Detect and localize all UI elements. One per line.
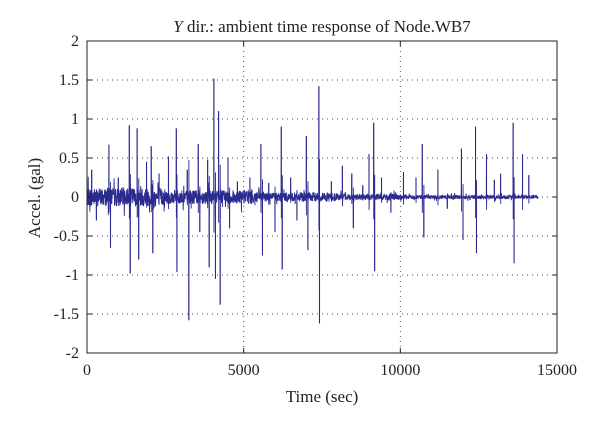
plot-area [86, 78, 539, 324]
y-tick-label: -2 [66, 345, 79, 362]
y-axis-label: Accel. (gal) [25, 158, 44, 238]
axis-ticks: 0 5000 10000 15000 -2 -1.5 -1 -0.5 0 0.5 1 1.5 2 [54, 33, 577, 379]
y-tick-label: 0.5 [59, 150, 79, 167]
y-tick-label: 1 [71, 111, 79, 128]
y-tick-label: -1 [66, 267, 79, 284]
x-axis-label: Time (sec) [286, 387, 359, 406]
chart-title: Y dir.: ambient time response of Node.WB… [173, 17, 471, 36]
chart-title-rest: dir.: ambient time response of Node.WB7 [183, 17, 471, 36]
y-tick-label: 2 [71, 33, 79, 50]
signal-trace [86, 78, 539, 324]
y-tick-label: 0 [71, 189, 79, 206]
x-tick-label: 0 [83, 362, 91, 379]
x-tick-label: 5000 [228, 362, 260, 379]
x-tick-label: 15000 [537, 362, 577, 379]
y-tick-label: -0.5 [54, 228, 79, 245]
x-tick-label: 10000 [380, 362, 420, 379]
y-tick-label: -1.5 [54, 306, 79, 323]
y-tick-label: 1.5 [59, 72, 79, 89]
chart-title-prefix: Y [173, 17, 184, 36]
